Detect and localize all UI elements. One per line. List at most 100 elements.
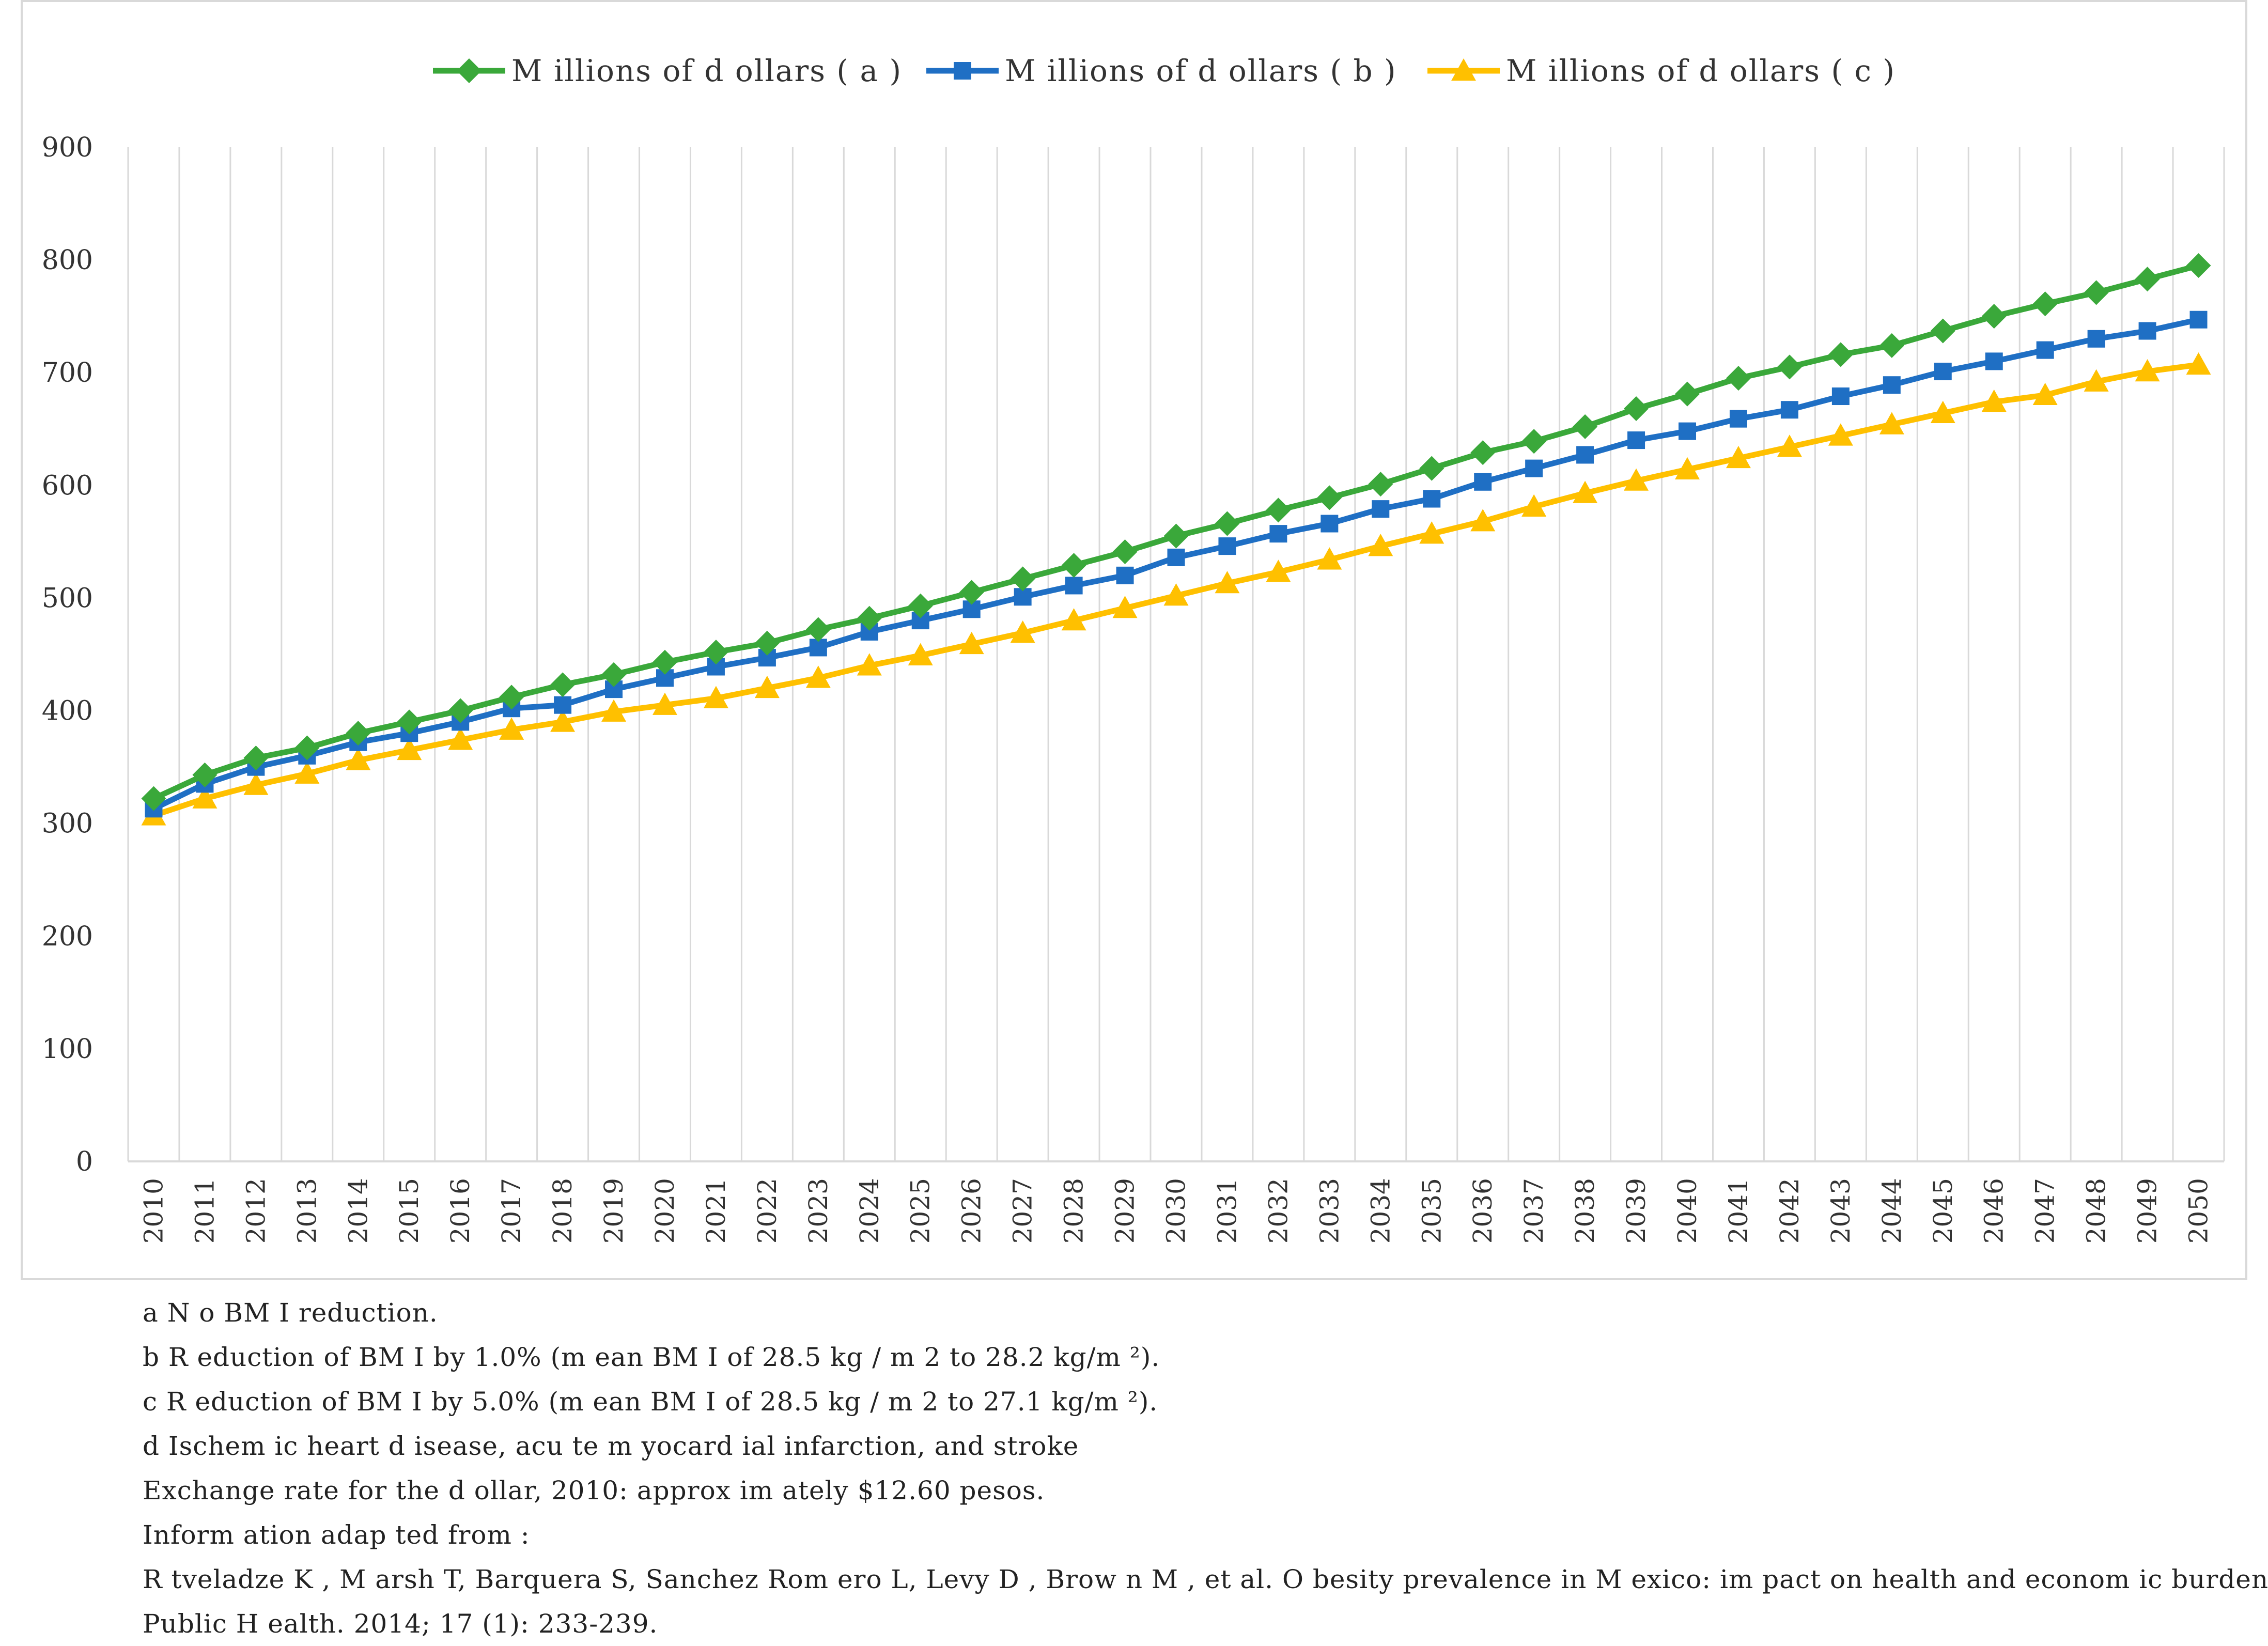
data-point [1368, 534, 1393, 556]
data-point [192, 786, 218, 809]
y-tick-label: 500 [42, 583, 93, 614]
x-tick-label: 2030 [1161, 1178, 1191, 1244]
data-point [294, 735, 320, 760]
data-point [1624, 396, 1649, 422]
data-point [1883, 376, 1901, 394]
data-point [1729, 410, 1747, 428]
footnote-exchange-rate: Exchange rate for the d ollar, 2010: app… [143, 1476, 1045, 1505]
data-point [754, 630, 780, 656]
data-point [448, 727, 473, 750]
data-point [1831, 387, 1850, 406]
data-point [2135, 267, 2160, 292]
y-tick-label: 0 [76, 1146, 93, 1177]
data-point [1679, 422, 1697, 440]
data-point [954, 62, 971, 80]
x-tick-label: 2045 [1928, 1178, 1958, 1244]
footnote-citation-journal: Public H ealth. 2014; 17 (1): 233-239. [143, 1609, 658, 1639]
x-tick-label: 2035 [1417, 1178, 1447, 1244]
data-point [346, 721, 371, 746]
x-tick-label: 2010 [138, 1178, 168, 1244]
data-point [550, 672, 576, 697]
data-point [1934, 363, 1952, 381]
data-point [652, 649, 677, 675]
data-point [1474, 473, 1492, 491]
data-point [1167, 548, 1185, 566]
data-point [1368, 472, 1393, 497]
x-tick-label: 2018 [548, 1178, 578, 1244]
data-point [243, 746, 269, 771]
x-tick-label: 2016 [445, 1178, 475, 1244]
data-point [1163, 583, 1189, 606]
chart-frame [21, 0, 2247, 1280]
x-tick-label: 2027 [1008, 1178, 1038, 1244]
footnote-d: d Ischem ic heart d isease, acu te m yoc… [143, 1431, 1079, 1461]
y-tick-label: 900 [42, 132, 93, 163]
data-point [1930, 318, 1955, 344]
x-tick-label: 2033 [1314, 1178, 1344, 1244]
x-tick-label: 2044 [1877, 1178, 1907, 1244]
x-tick-label: 2013 [292, 1178, 322, 1244]
data-point [1627, 431, 1645, 449]
line-chart: 0 100 200 300 400 500 600 700 800 900 2010 2011 2012… [42, 53, 2225, 1244]
data-point [1317, 485, 1342, 510]
x-tick-label: 2019 [599, 1178, 629, 1244]
data-point [601, 699, 627, 722]
x-tick-label: 2047 [2030, 1178, 2060, 1244]
y-tick-label: 300 [42, 809, 93, 840]
footnotes: a N o BM I reduction. b R eduction of BM… [143, 1291, 2268, 1646]
data-point [1828, 423, 1853, 446]
data-point [1777, 354, 1802, 380]
data-point [1470, 440, 1496, 465]
footnote-b: b R eduction of BM I by 1.0% (m ean BM I… [143, 1342, 1160, 1372]
data-point [1321, 515, 1339, 533]
x-tick-label: 2026 [957, 1178, 987, 1244]
data-point [192, 762, 218, 787]
data-point [1112, 539, 1138, 565]
data-point [141, 786, 166, 811]
x-tick-label: 2031 [1212, 1178, 1242, 1244]
x-tick-label: 2039 [1621, 1178, 1651, 1244]
data-point [2189, 310, 2208, 329]
data-point [2135, 359, 2160, 382]
footnote-citation: R tveladze K , M arsh T, Barquera S, San… [143, 1564, 2268, 1594]
x-tick-label: 2041 [1723, 1178, 1753, 1244]
x-tick-label: 2032 [1263, 1178, 1293, 1244]
data-point [959, 631, 984, 655]
x-tick-label: 2048 [2081, 1178, 2111, 1244]
data-point [294, 761, 320, 784]
x-tick-label: 2043 [1826, 1178, 1856, 1244]
x-tick-label: 2037 [1519, 1178, 1549, 1244]
y-tick-label: 600 [42, 470, 93, 501]
data-point [1061, 608, 1086, 631]
data-point [703, 640, 728, 665]
data-point [1269, 525, 1287, 543]
data-point [1317, 547, 1342, 570]
data-point [2186, 253, 2211, 278]
data-point [1521, 429, 1547, 454]
data-point [2087, 330, 2105, 348]
data-point [805, 617, 831, 642]
data-point [448, 698, 473, 723]
data-point [1726, 445, 1751, 469]
data-point [346, 748, 371, 770]
data-point [550, 709, 576, 732]
data-point [1930, 400, 1955, 423]
data-point [1726, 366, 1751, 391]
data-point [1372, 500, 1390, 518]
x-tick-label: 2023 [803, 1178, 833, 1244]
data-point [1828, 342, 1853, 367]
data-point [1423, 490, 1441, 508]
data-point [499, 685, 524, 710]
data-point [1879, 412, 1904, 434]
x-tick-label: 2017 [496, 1178, 526, 1244]
x-tick-label: 2049 [2133, 1178, 2163, 1244]
data-point [805, 665, 831, 688]
legend-label: M illions of d ollars ( c ) [1506, 53, 1896, 88]
data-point [2032, 291, 2058, 317]
x-tick-label: 2021 [701, 1178, 731, 1244]
data-point [1065, 577, 1083, 595]
data-point [754, 675, 780, 698]
data-point [1521, 494, 1547, 517]
data-point [1675, 457, 1700, 479]
data-point [1010, 566, 1035, 592]
